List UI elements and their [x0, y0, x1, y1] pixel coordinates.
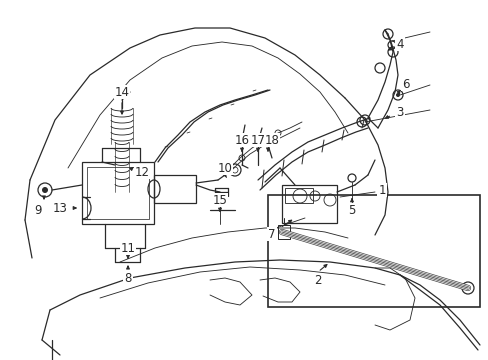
Text: 8: 8	[124, 271, 131, 284]
Text: 13: 13	[52, 202, 67, 215]
Bar	[267, 195, 479, 307]
Text: 4: 4	[395, 37, 403, 50]
Circle shape	[395, 93, 399, 97]
Text: 18: 18	[264, 134, 279, 147]
Text: 9: 9	[34, 203, 41, 216]
Bar	[278, 225, 289, 239]
Text: 16: 16	[234, 134, 249, 147]
Bar	[282, 185, 336, 223]
Text: 2: 2	[314, 274, 321, 287]
Bar	[154, 175, 196, 203]
Bar	[285, 188, 312, 203]
Text: 6: 6	[402, 77, 409, 90]
Text: 14: 14	[114, 86, 129, 99]
Bar	[87, 167, 149, 219]
Bar	[82, 162, 154, 224]
Text: 10: 10	[217, 162, 232, 175]
Text: 1: 1	[378, 184, 385, 197]
Circle shape	[42, 187, 48, 193]
Text: 17: 17	[250, 134, 265, 147]
Text: 3: 3	[395, 105, 403, 118]
Text: 11: 11	[120, 242, 135, 255]
Text: 12: 12	[134, 166, 149, 179]
Text: 5: 5	[347, 203, 355, 216]
Text: 15: 15	[212, 194, 227, 207]
Text: 7: 7	[268, 228, 275, 240]
